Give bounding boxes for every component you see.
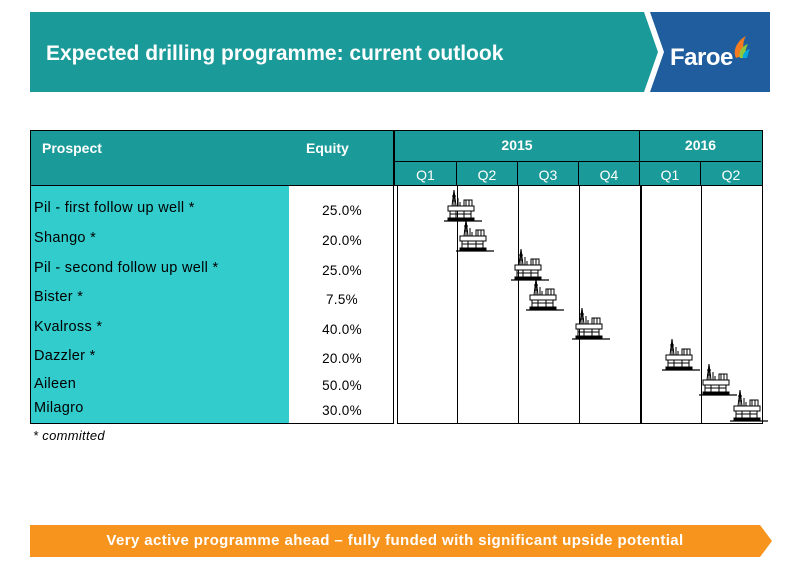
quarter-header: Q3	[517, 161, 578, 187]
drilling-table: Prospect Equity 2015 2016 Q1 Q2 Q3 Q4 Q1…	[30, 130, 768, 424]
prospect-name: Dazzler *	[34, 348, 96, 364]
equity-value: 30.0%	[322, 403, 362, 418]
timeline-body	[397, 186, 763, 424]
drilling-rig-icon	[730, 389, 768, 422]
header-background	[30, 12, 770, 92]
table-header-timeline: 2015 2016 Q1 Q2 Q3 Q4 Q1 Q2	[394, 130, 763, 187]
drilling-rig-icon	[511, 248, 549, 281]
prospect-name: Bister *	[34, 289, 84, 305]
quarter-divider	[457, 186, 458, 423]
equity-value: 25.0%	[322, 203, 362, 218]
quarter-header: Q2	[456, 161, 517, 187]
quarter-divider	[579, 186, 580, 423]
equity-value: 7.5%	[326, 292, 358, 307]
quarter-header: Q1	[395, 161, 456, 187]
year-header-2016: 2016	[639, 131, 761, 187]
prospect-name: Aileen	[34, 376, 77, 392]
drilling-rig-icon	[456, 219, 494, 252]
year-divider	[640, 186, 642, 423]
company-logo: Faroe	[670, 44, 733, 71]
column-header-equity: Equity	[306, 140, 349, 156]
quarter-divider	[518, 186, 519, 423]
column-header-prospect: Prospect	[42, 140, 102, 156]
drilling-rig-icon	[444, 189, 482, 222]
column-separator	[394, 130, 397, 424]
drilling-rig-icon	[572, 307, 610, 340]
bottom-banner-text: Very active programme ahead – fully fund…	[106, 532, 684, 549]
table-header-left: Prospect Equity	[30, 130, 394, 186]
drilling-rig-icon	[662, 338, 700, 371]
prospect-name: Shango *	[34, 230, 97, 246]
quarter-header: Q4	[578, 161, 639, 187]
drilling-rig-icon	[526, 278, 564, 311]
prospect-name: Pil - first follow up well *	[34, 200, 195, 216]
page-title: Expected drilling programme: current out…	[46, 42, 504, 65]
equity-value: 25.0%	[322, 263, 362, 278]
equity-value: 20.0%	[322, 351, 362, 366]
equity-value: 20.0%	[322, 233, 362, 248]
quarter-header: Q1	[639, 161, 700, 187]
prospect-name: Pil - second follow up well *	[34, 260, 219, 276]
equity-value: 40.0%	[322, 322, 362, 337]
prospect-name: Milagro	[34, 400, 84, 416]
quarter-header: Q2	[700, 161, 761, 187]
logo-flame-icon	[734, 36, 750, 58]
table-body-left: Pil - first follow up well * 25.0% Shang…	[30, 186, 394, 424]
prospect-column	[31, 186, 289, 423]
header-banner: Expected drilling programme: current out…	[30, 12, 770, 92]
year-header-2015: 2015	[501, 137, 533, 153]
quarter-divider	[701, 186, 702, 423]
equity-value: 50.0%	[322, 378, 362, 393]
bottom-banner-background	[30, 525, 772, 557]
prospect-name: Kvalross *	[34, 319, 103, 335]
footnote: * committed	[33, 428, 105, 443]
